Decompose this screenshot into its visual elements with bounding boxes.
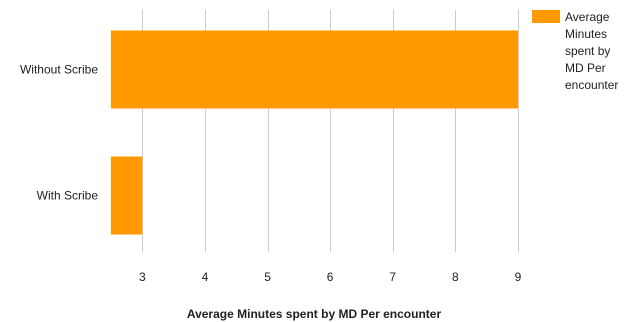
x-tick-label-8: 8 (452, 270, 459, 284)
x-tick-label-4: 4 (202, 270, 209, 284)
y-axis-categories: Without Scribe With Scribe (20, 63, 98, 203)
legend-swatch (532, 10, 560, 23)
legend-label: Average Minutes spent by MD Per encounter (565, 10, 618, 92)
legend-line-1: Average (565, 10, 610, 24)
bars (111, 30, 518, 235)
x-tick-label-7: 7 (389, 270, 396, 284)
x-tick-label-6: 6 (327, 270, 334, 284)
x-tick-label-5: 5 (264, 270, 271, 284)
legend-line-5: encounter (565, 78, 618, 92)
category-label-without-scribe: Without Scribe (20, 63, 98, 77)
x-tick-label-9: 9 (515, 270, 522, 284)
x-axis-ticks: 3 4 5 6 7 8 9 (139, 270, 522, 284)
legend-line-3: spent by (565, 44, 610, 58)
x-tick-label-3: 3 (139, 270, 146, 284)
legend: Average Minutes spent by MD Per encounter (532, 10, 618, 92)
legend-line-4: MD Per (565, 61, 606, 75)
bar-with-scribe (111, 156, 143, 235)
legend-line-2: Minutes (565, 27, 607, 41)
x-axis-title: Average Minutes spent by MD Per encounte… (187, 307, 442, 321)
category-label-with-scribe: With Scribe (37, 189, 99, 203)
bar-without-scribe (111, 30, 518, 109)
